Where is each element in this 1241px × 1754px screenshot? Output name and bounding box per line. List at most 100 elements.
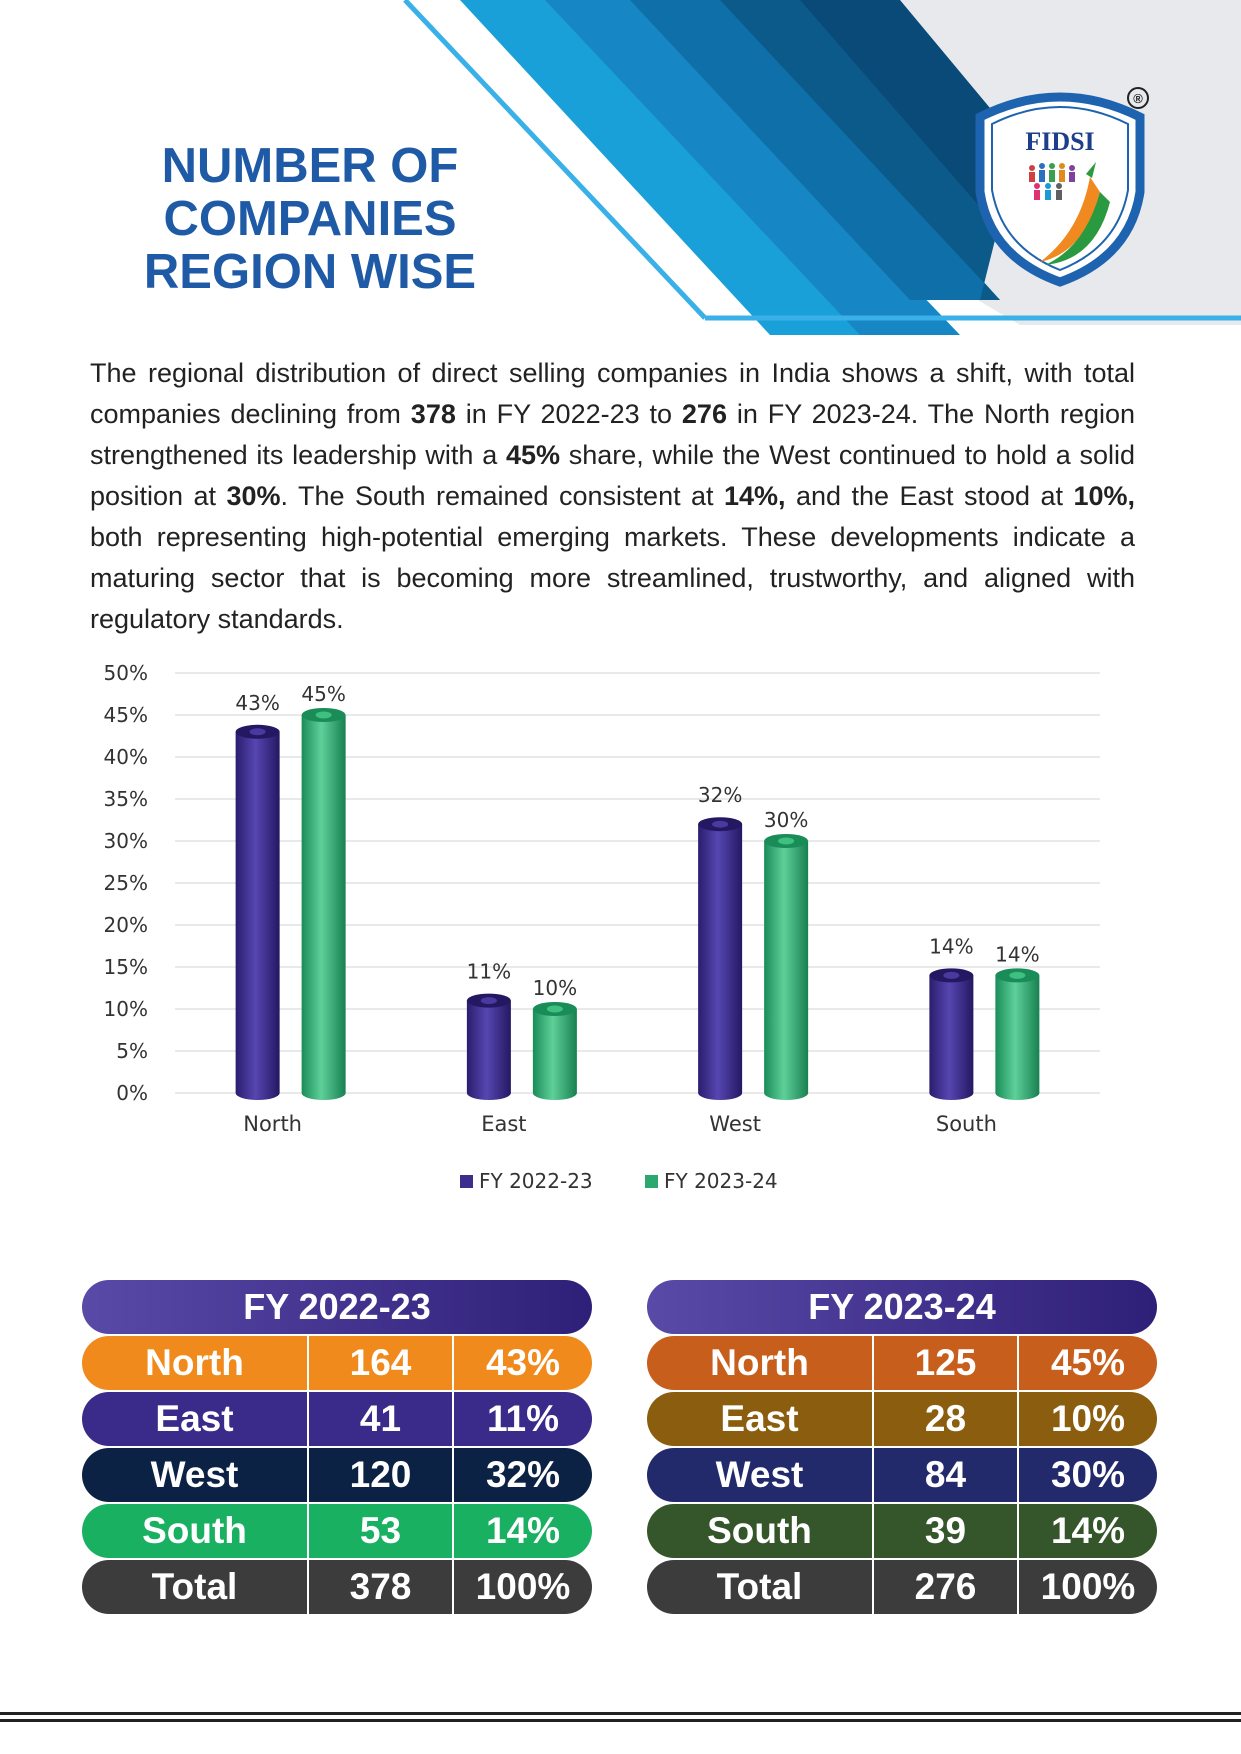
cell-share: 32% [485,1454,561,1495]
legend-swatch [460,1175,473,1188]
cell-share: 14% [1050,1510,1126,1551]
cell-share: 45% [1050,1342,1126,1383]
cell-region: West [82,1448,309,1502]
table-row-east: East 28 10% [647,1392,1157,1446]
y-tick-label: 25% [104,871,148,895]
logo-text: FIDSI [1025,127,1094,156]
table-fy-2022-23: FY 2022-23 North 164 43% East 41 11% West 120 32… [82,1280,592,1616]
title-line-3: REGION WISE [143,245,477,299]
bar-west-fy2023-24 [764,834,809,1100]
cell-share: 30% [1050,1454,1126,1495]
para-text-1: The regional distribution of direct sell… [90,358,1135,429]
cell-share: 100% [475,1566,571,1607]
para-text-2: in FY 2022-23 to [455,399,682,429]
y-tick-label: 45% [104,703,148,727]
para-bold-2: 276 [681,399,727,429]
cell-count: 53 [309,1504,454,1558]
description-paragraph: The regional distribution of direct sell… [90,353,1135,640]
bar-east-fy2023-24 [532,1002,577,1100]
table-header: FY 2022-23 [82,1280,592,1334]
data-label: 32% [698,783,742,807]
cell-share: 100% [1040,1566,1136,1607]
y-tick-label: 30% [104,829,148,853]
para-bold-1: 378 [410,399,456,429]
bar-south-fy2023-24 [995,968,1040,1100]
cell-count: 39 [874,1504,1019,1558]
cell-count: 276 [874,1560,1019,1614]
data-label: 45% [301,682,345,706]
legend-swatch [645,1175,658,1188]
cell-region: Total [647,1560,874,1614]
cell-count: 28 [874,1392,1019,1446]
cell-share: 43% [485,1342,561,1383]
legend-label: FY 2022-23 [479,1169,593,1193]
cell-count: 164 [309,1336,454,1390]
cell-count: 120 [309,1448,454,1502]
table-row-west: West 84 30% [647,1448,1157,1502]
y-tick-label: 10% [104,997,148,1021]
para-bold-3: 45% [505,440,560,470]
table-row-west: West 120 32% [82,1448,592,1502]
data-label: 43% [235,691,279,715]
table-header: FY 2023-24 [647,1280,1157,1334]
bar-east-fy2022-23 [466,993,511,1100]
cell-share: 10% [1050,1398,1126,1439]
y-tick-label: 40% [104,745,148,769]
data-label: 10% [533,976,577,1000]
y-tick-label: 5% [116,1039,148,1063]
title-line-1: NUMBER OF [161,139,459,193]
y-tick-label: 35% [104,787,148,811]
cell-region: North [82,1336,309,1390]
table-row-south: South 53 14% [82,1504,592,1558]
cell-count: 84 [874,1448,1019,1502]
table-row-south: South 39 14% [647,1504,1157,1558]
fidsi-logo: FIDSI ® [975,87,1149,287]
page-title: NUMBER OF COMPANIES REGION WISE [120,140,500,299]
cell-region: East [82,1392,309,1446]
cell-region: East [647,1392,874,1446]
para-text-3: in FY 2023-24. The North region strength… [90,399,1135,470]
cell-share: 11% [486,1398,559,1439]
registered-mark: ® [1133,91,1143,106]
data-label: 30% [764,808,808,832]
cell-region: South [82,1504,309,1558]
y-tick-label: 0% [116,1081,148,1105]
people-icon [1029,163,1075,200]
footer-rule [0,1712,1241,1722]
table-fy-2023-24: FY 2023-24 North 125 45% East 28 10% West 84 30%… [647,1280,1157,1616]
cell-count: 41 [309,1392,454,1446]
table-row-total: Total 276 100% [647,1560,1157,1614]
bar-west-fy2022-23 [698,817,743,1100]
cell-region: North [647,1336,874,1390]
y-tick-label: 15% [104,955,148,979]
table-row-east: East 41 11% [82,1392,592,1446]
table-row-total: Total 378 100% [82,1560,592,1614]
cell-share: 14% [485,1510,561,1551]
cell-count: 378 [309,1560,454,1614]
para-text-4: share, while the West continued to hold … [90,440,1135,511]
cell-count: 125 [874,1336,1019,1390]
para-text-5: . The South remained consistent at [280,481,725,511]
bar-north-fy2022-23 [235,724,280,1100]
table-row-north: North 125 45% [647,1336,1157,1390]
table-row-north: North 164 43% [82,1336,592,1390]
cell-region: Total [82,1560,309,1614]
para-bold-4: 30% [226,481,281,511]
cell-region: West [647,1448,874,1502]
title-line-2: COMPANIES [163,192,457,246]
bar-south-fy2022-23 [929,968,974,1100]
x-tick-label: South [936,1112,997,1136]
data-label: 11% [467,960,511,984]
x-tick-label: West [709,1112,761,1136]
para-bold-6: 10%, [1073,481,1135,511]
data-label: 14% [995,942,1039,966]
legend-label: FY 2023-24 [664,1169,778,1193]
para-text-6: and the East stood at [785,481,1074,511]
para-text-7: both representing high-potential emergin… [90,522,1135,634]
bar-north-fy2023-24 [301,708,346,1100]
y-tick-label: 50% [104,661,148,685]
region-bar-chart: 0% 5% 10% 15% 20% 25% 30% 35% 40% 45% 50% 43% 45% No… [104,661,1100,1193]
x-tick-label: East [481,1112,526,1136]
cell-region: South [647,1504,874,1558]
y-tick-label: 20% [104,913,148,937]
